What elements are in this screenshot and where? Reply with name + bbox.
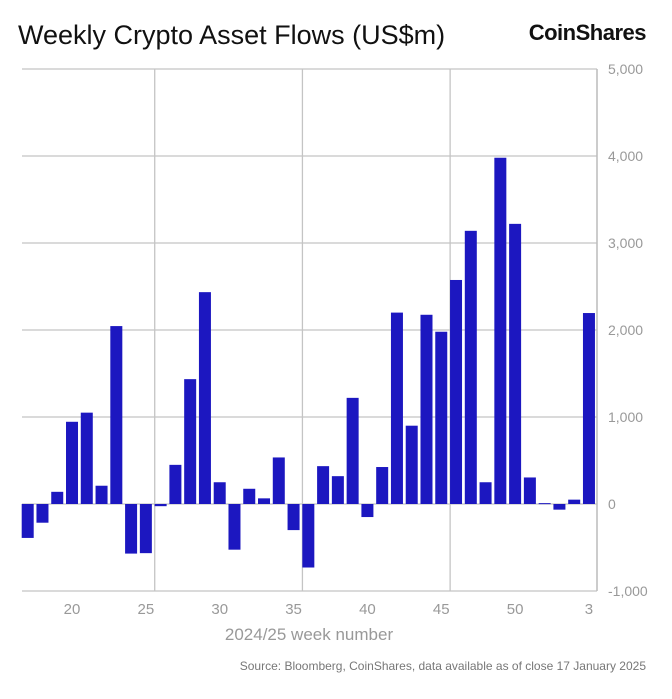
bar-week-19: [51, 491, 64, 504]
bar-week-33: [258, 498, 271, 504]
source-note: Source: Bloomberg, CoinShares, data avai…: [239, 659, 646, 673]
y-tick-label: 3,000: [608, 235, 643, 251]
y-tick-label: 5,000: [608, 61, 643, 77]
x-tick-label: 20: [64, 601, 81, 618]
x-tick-label: 3: [585, 601, 593, 618]
coinshares-logo: CoinShares: [528, 20, 647, 45]
bar-week-30: [213, 482, 226, 504]
bar-week-48: [479, 482, 492, 504]
bar-week-40: [361, 504, 374, 518]
bar-week-1: [553, 504, 566, 510]
x-tick-label: 45: [433, 601, 450, 618]
bar-week-34: [272, 457, 285, 504]
y-tick-label: 0: [608, 496, 616, 512]
y-tick-label: 4,000: [608, 148, 643, 164]
bar-week-25: [139, 504, 152, 554]
bar-week-42: [390, 312, 403, 504]
bar-week-31: [228, 504, 241, 550]
bar-week-38: [331, 476, 344, 504]
x-tick-label: 25: [138, 601, 155, 618]
bar-week-22: [95, 485, 108, 504]
bar-week-21: [80, 412, 93, 504]
x-tick-label: 30: [211, 601, 228, 618]
bar-week-32: [243, 488, 256, 504]
bar-week-20: [66, 421, 79, 504]
bar-week-2: [568, 499, 581, 504]
bar-week-17: [21, 504, 34, 538]
bar-week-24: [125, 504, 138, 554]
bar-week-3: [582, 313, 595, 504]
bar-week-35: [287, 504, 300, 531]
bar-week-45: [435, 331, 448, 504]
x-tick-label: 40: [359, 601, 376, 618]
bar-week-44: [420, 314, 433, 504]
bar-week-46: [450, 279, 463, 504]
x-tick-label: 35: [285, 601, 302, 618]
x-axis-label: 2024/25 week number: [225, 625, 394, 644]
bar-week-18: [36, 504, 49, 523]
bar-week-49: [494, 157, 507, 505]
bar-week-37: [317, 466, 330, 504]
bar-week-39: [346, 397, 359, 504]
bar-week-47: [464, 230, 477, 504]
y-tick-label: -1,000: [608, 583, 648, 599]
bar-week-36: [302, 504, 315, 568]
bar-week-43: [405, 425, 418, 504]
chart-title: Weekly Crypto Asset Flows (US$m): [18, 20, 446, 50]
x-tick-label: 50: [507, 601, 524, 618]
y-tick-label: 1,000: [608, 409, 643, 425]
bar-week-23: [110, 326, 123, 504]
bar-week-51: [523, 477, 536, 504]
bar-week-27: [169, 464, 182, 504]
bar-week-50: [509, 223, 522, 505]
bar-week-41: [376, 467, 389, 504]
bar-week-52: [538, 503, 551, 505]
bar-week-28: [184, 379, 197, 504]
bar-week-26: [154, 504, 167, 507]
y-tick-label: 2,000: [608, 322, 643, 338]
bar-week-29: [198, 292, 211, 504]
